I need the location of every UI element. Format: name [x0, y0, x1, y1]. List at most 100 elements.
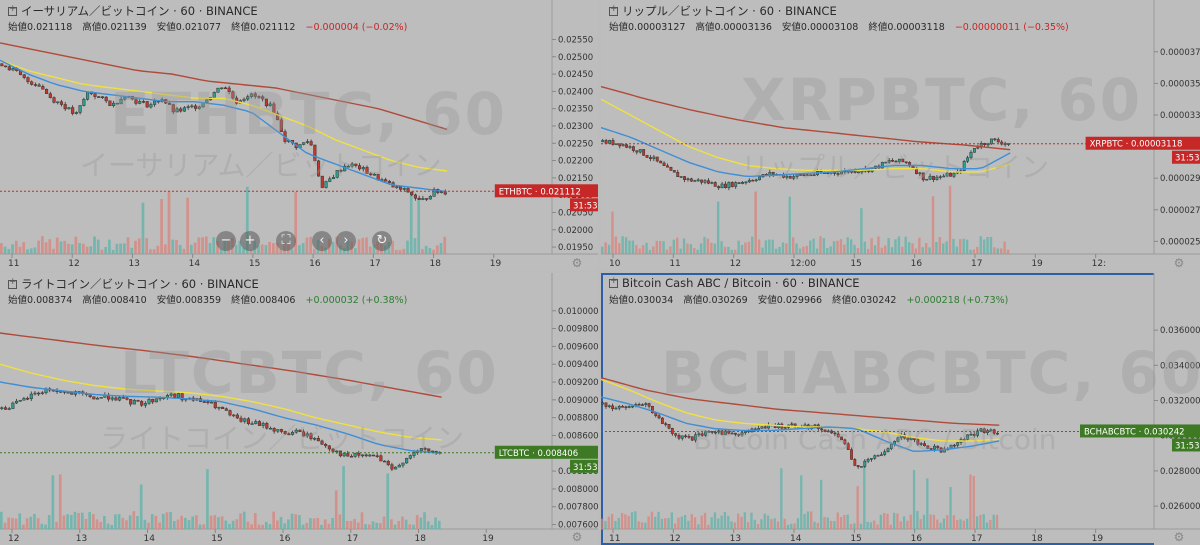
candle-body	[358, 165, 362, 170]
candle-body	[114, 397, 118, 401]
volume-bar	[766, 515, 770, 529]
candle-body	[302, 142, 306, 145]
candle-body	[276, 113, 280, 121]
volume-bar	[813, 521, 816, 529]
x-tick-label: 17	[369, 259, 380, 269]
y-tick-label: 0.008600	[558, 431, 598, 441]
xrpbtc-symbol-header[interactable]: リップル／ビットコイン · 60 · BINANCE	[609, 3, 837, 19]
ohlc-close: 終値0.00003118	[868, 22, 945, 33]
volume-bar	[786, 524, 790, 529]
volume-bar	[700, 515, 703, 529]
xrpbtc-chart-canvas[interactable]: 0.000037000.000035000.000033000.00003100…	[601, 0, 1200, 270]
volume-bar	[180, 515, 183, 529]
volume-bar	[345, 520, 349, 529]
gear-icon[interactable]: ⚙	[571, 256, 583, 270]
volume-bar	[128, 515, 132, 529]
y-tick-label: 0.02150	[558, 174, 593, 184]
chart-pane-ltcbtc[interactable]: 0.010000 0.009800 0.009600 0.009400 0.009200…	[0, 273, 598, 545]
volume-bar	[907, 242, 911, 254]
price-tag-label: BCHABCBTC · 0.030242	[1084, 427, 1185, 437]
compare-icon[interactable]	[8, 4, 17, 16]
candle-body	[92, 396, 96, 400]
volume-bar	[620, 512, 624, 529]
volume-bar	[14, 240, 18, 254]
ethbtc-chart-canvas[interactable]: 0.02500 0.02450 0.02400 0.02350 0.02300 0.022…	[0, 0, 598, 270]
volume-bar	[635, 245, 638, 254]
volume-bar	[785, 243, 788, 254]
candle-body	[26, 398, 30, 400]
bchabcbtc-chart-canvas[interactable]: 0.0360000.0340000.0320000.0300000.028000…	[601, 273, 1200, 545]
volume-bar	[156, 245, 160, 254]
volume-bar	[986, 237, 989, 254]
zoom-out-button[interactable]: −	[216, 231, 236, 251]
ethbtc-symbol-header[interactable]: イーサリアム／ビットコイン · 60 · BINANCE	[8, 3, 258, 19]
volume-bar	[770, 519, 773, 529]
ltcbtc-symbol-header[interactable]: ライトコイン／ビットコイン · 60 · BINANCE	[8, 276, 259, 292]
price-tag-label: ETHBTC · 0.021112	[499, 187, 581, 197]
zoom-in-button[interactable]: +	[240, 231, 260, 251]
x-tick-label: 17	[347, 534, 358, 544]
volume-bar	[58, 474, 62, 529]
gear-icon[interactable]: ⚙	[1173, 256, 1185, 270]
ltcbtc-chart-canvas[interactable]: 0.010000 0.009800 0.009600 0.009400 0.009200…	[0, 273, 598, 545]
volume-bar	[996, 248, 999, 254]
volume-bar	[720, 241, 723, 254]
x-tick-label: 15	[850, 259, 861, 269]
refresh-button[interactable]: ↻	[372, 231, 392, 251]
candle-body	[886, 448, 890, 452]
volume-bar	[40, 523, 44, 529]
volume-bar	[279, 249, 283, 254]
x-tick-label: 15	[211, 534, 222, 544]
volume-bar	[979, 514, 982, 529]
volume-bar	[670, 512, 673, 529]
gear-icon[interactable]: ⚙	[1173, 530, 1185, 544]
volume-bar	[408, 524, 412, 529]
candle-body	[327, 445, 331, 450]
gear-icon[interactable]: ⚙	[571, 530, 583, 544]
y-tick-label: 0.034000	[1160, 361, 1200, 371]
candle-body	[883, 451, 887, 455]
volume-bar	[989, 236, 993, 254]
candle-body	[316, 438, 320, 442]
volume-bar	[771, 239, 774, 254]
scroll-left-button[interactable]: ‹	[312, 231, 332, 251]
chart-pane-xrpbtc[interactable]: 0.000037000.000035000.000033000.00003100…	[601, 0, 1200, 270]
ohlc-open: 始値0.030034	[609, 295, 674, 306]
volume-bar	[768, 239, 771, 254]
candle-body	[720, 183, 724, 189]
volume-bar	[184, 517, 187, 529]
reset-chart-button[interactable]: ⛶	[276, 231, 296, 251]
chart-pane-ethbtc[interactable]: 0.02500 0.02450 0.02400 0.02350 0.02300 0.022…	[0, 0, 598, 270]
candle-body	[846, 443, 850, 450]
ohlc-change: −0.00000011 (−0.35%)	[954, 22, 1069, 33]
x-tick-label: 14	[189, 259, 201, 269]
candle-body	[350, 163, 354, 167]
candle-body	[976, 146, 980, 149]
compare-icon[interactable]	[609, 4, 618, 16]
candle-body	[710, 182, 714, 184]
volume-bar	[412, 524, 415, 529]
chart-pane-bchabcbtc[interactable]: 0.0360000.0340000.0320000.0300000.028000…	[601, 273, 1200, 545]
compare-icon[interactable]	[609, 276, 618, 288]
volume-bar	[145, 238, 149, 254]
volume-bar	[946, 515, 949, 529]
volume-bar	[902, 516, 906, 529]
volume-bar	[763, 513, 766, 529]
y-tick-label: 0.036000	[1160, 326, 1200, 336]
volume-bar	[693, 248, 696, 254]
candle-body	[328, 178, 332, 182]
volume-bar	[386, 473, 390, 529]
candle-body	[395, 186, 399, 188]
volume-bar	[926, 478, 929, 529]
volume-bar	[890, 247, 894, 254]
compare-icon[interactable]	[8, 277, 17, 289]
candle-body	[41, 86, 45, 90]
volume-bar	[982, 239, 986, 254]
ohlc-close: 終値0.030242	[832, 295, 897, 306]
volume-bar	[744, 242, 747, 254]
candle-body	[614, 407, 618, 410]
bchabcbtc-symbol-header[interactable]: Bitcoin Cash ABC / Bitcoin · 60 · BINANC…	[609, 276, 860, 290]
candle-body	[213, 401, 217, 409]
scroll-right-button[interactable]: ›	[336, 231, 356, 251]
volume-bar	[880, 247, 884, 254]
